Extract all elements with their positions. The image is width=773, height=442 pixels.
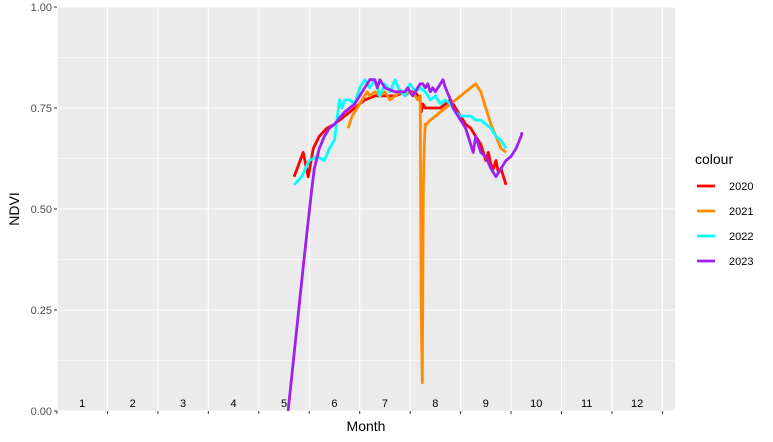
x-tick-label: 8 [432, 398, 438, 410]
y-tick-label: 0.75 [31, 103, 52, 115]
x-tick-label: 4 [231, 398, 237, 410]
x-tick-label: 1 [79, 398, 85, 410]
x-tick-label: 6 [331, 398, 337, 410]
legend: colour 2020 2021 2022 2023 [695, 151, 753, 272]
legend-label-2023: 2023 [729, 256, 753, 268]
legend-label-2022: 2022 [729, 231, 753, 243]
y-tick-label: 0.00 [31, 406, 52, 418]
legend-title: colour [695, 151, 733, 167]
y-tick-label: 1.00 [31, 2, 52, 14]
x-axis-ticks: 1 2 3 4 5 6 7 8 9 10 11 12 [56, 398, 663, 414]
series-line-2021 [346, 82, 507, 385]
x-tick-label: 11 [581, 398, 592, 410]
x-tick-label: 7 [382, 398, 388, 410]
x-axis-title: Month [347, 418, 386, 434]
x-tick-label: 2 [130, 398, 136, 410]
y-tick-label: 0.25 [31, 305, 52, 317]
legend-label-2020: 2020 [729, 181, 753, 193]
series-lines [286, 78, 524, 412]
legend-label-2021: 2021 [729, 206, 753, 218]
y-axis-ticks: 0.00 0.25 0.50 0.75 1.00 [31, 2, 57, 418]
grid-minor [57, 57, 675, 361]
x-tick-label: 3 [180, 398, 186, 410]
x-tick-label: 12 [631, 398, 643, 410]
series-line-2023 [286, 78, 524, 412]
x-tick-label: 9 [483, 398, 489, 410]
x-tick-label: 10 [530, 398, 542, 410]
y-tick-label: 0.50 [31, 204, 52, 216]
x-tick-label: 5 [281, 398, 287, 410]
y-axis-title: NDVI [6, 192, 22, 225]
